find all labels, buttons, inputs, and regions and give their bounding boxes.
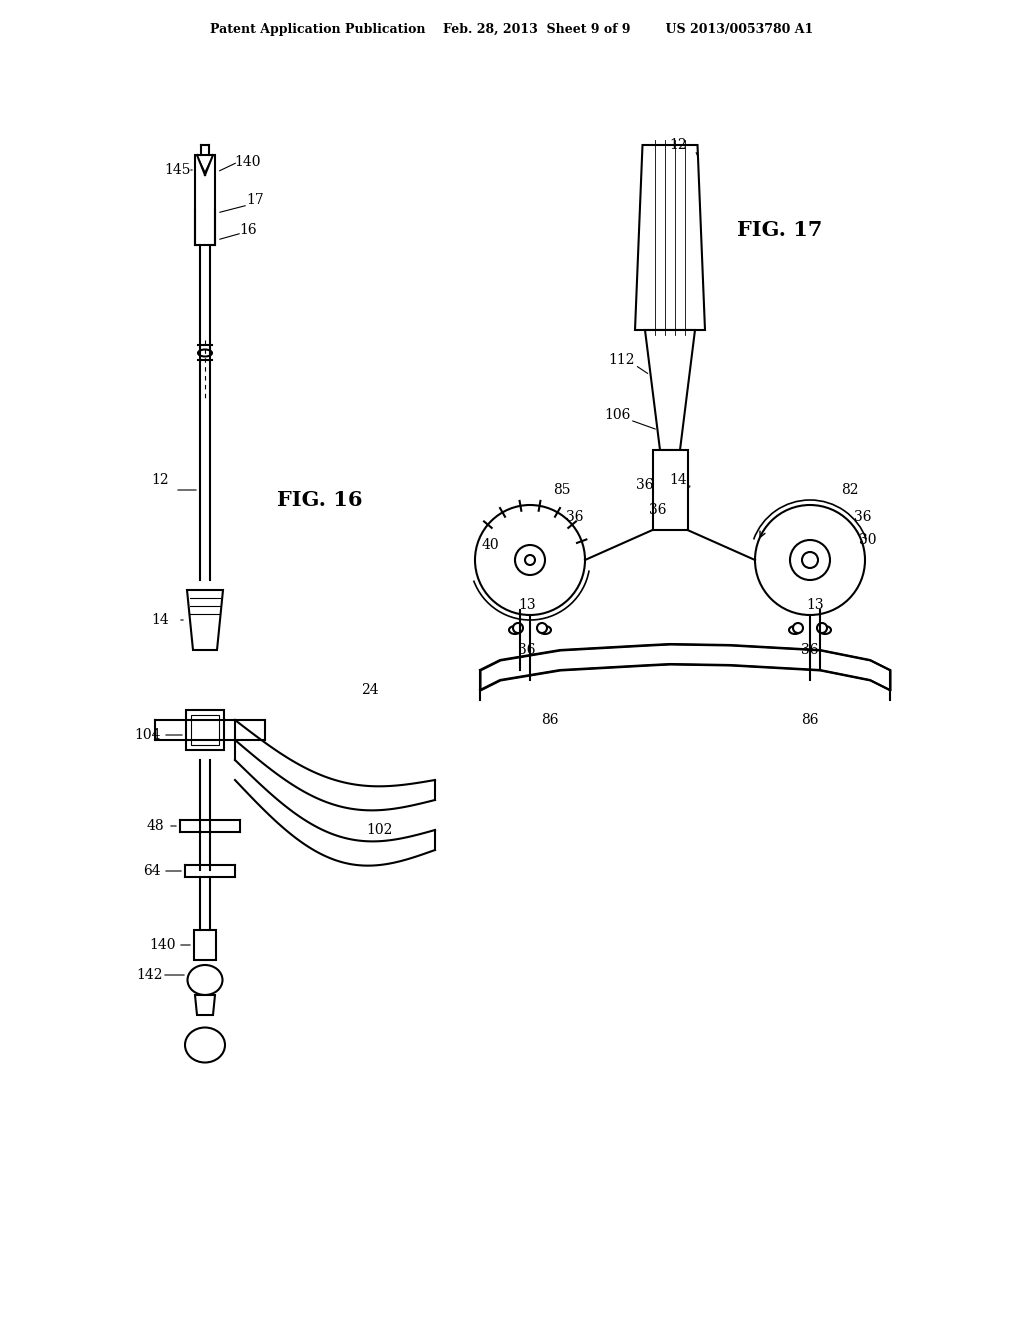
Text: 145: 145 [165,162,191,177]
Circle shape [475,506,585,615]
Bar [186,710,224,750]
Circle shape [793,623,803,634]
Text: 82: 82 [842,483,859,498]
Ellipse shape [185,1027,225,1063]
Text: 85: 85 [553,483,570,498]
Text: 36: 36 [649,503,667,517]
Polygon shape [635,145,705,330]
Text: 140: 140 [234,154,261,169]
Text: 36: 36 [854,510,871,524]
Text: 40: 40 [481,539,499,552]
Text: 13: 13 [518,598,536,612]
Ellipse shape [198,350,212,356]
Text: 86: 86 [801,713,819,727]
Text: 24: 24 [361,682,379,697]
Text: FIG. 16: FIG. 16 [278,490,362,510]
Text: 48: 48 [146,818,164,833]
Bar [652,450,687,531]
Text: 104: 104 [135,729,161,742]
Circle shape [525,554,535,565]
Ellipse shape [509,626,521,634]
Circle shape [513,623,523,634]
Bar [194,931,216,960]
Text: 36: 36 [518,643,536,657]
Text: 36: 36 [566,510,584,524]
Polygon shape [645,330,695,450]
Text: 12: 12 [152,473,169,487]
Polygon shape [187,590,223,649]
Text: 14: 14 [669,473,687,487]
Text: 14: 14 [152,612,169,627]
Text: 64: 64 [143,865,161,878]
Text: 36: 36 [801,643,819,657]
Polygon shape [195,995,215,1015]
Circle shape [790,540,830,579]
Text: 106: 106 [604,408,630,422]
Text: Patent Application Publication    Feb. 28, 2013  Sheet 9 of 9        US 2013/005: Patent Application Publication Feb. 28, … [210,24,814,37]
Text: 142: 142 [137,968,163,982]
Text: 86: 86 [542,713,559,727]
Text: 30: 30 [859,533,877,546]
Circle shape [817,623,827,634]
Bar [191,715,219,744]
Ellipse shape [539,626,551,634]
Circle shape [802,552,818,568]
Text: FIG. 17: FIG. 17 [737,220,822,240]
Text: 12: 12 [670,139,687,152]
Ellipse shape [790,626,801,634]
Text: 16: 16 [240,223,257,238]
Ellipse shape [187,965,222,995]
Circle shape [755,506,865,615]
Text: 112: 112 [608,352,635,367]
Ellipse shape [819,626,831,634]
Text: 140: 140 [150,939,176,952]
FancyBboxPatch shape [195,154,215,246]
Text: 36: 36 [636,478,653,492]
Circle shape [515,545,545,576]
Circle shape [537,623,547,634]
Text: 17: 17 [246,193,264,207]
Text: 102: 102 [367,822,393,837]
Text: 13: 13 [806,598,824,612]
